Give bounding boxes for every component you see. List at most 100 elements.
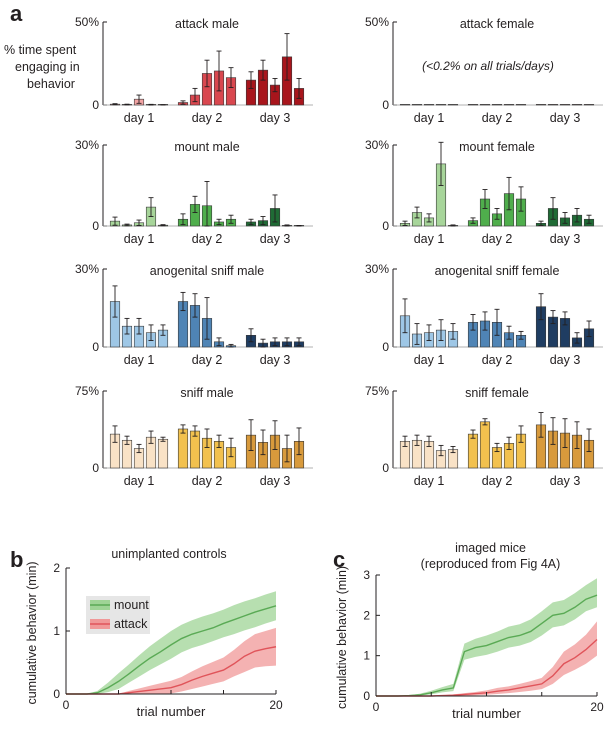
bar: [479, 104, 491, 106]
day-label: day 3: [550, 111, 581, 125]
day-label: day 2: [192, 111, 223, 125]
y-axis-label: cumulative behavior (min): [335, 566, 349, 709]
bar-chart-attack-male: 50% 0 attack male day 1 day 2 day 3: [75, 15, 313, 125]
day-label: day 1: [414, 474, 445, 488]
bar: [559, 104, 571, 106]
y-tick-label-max: 75%: [75, 384, 99, 398]
day-label: day 1: [124, 474, 155, 488]
panel-label-a: a: [10, 1, 23, 26]
y-tick-label: 2: [53, 561, 60, 575]
ylabel-a-line2: engaging in: [15, 60, 80, 74]
bar-chart-attack-female: 50% 0 attack female day 1 day 2 day 3: [365, 15, 603, 125]
day-label: day 3: [260, 353, 291, 367]
bar: [177, 428, 189, 469]
bar: [411, 104, 423, 106]
chart-subtitle: (reproduced from Fig 4A): [421, 557, 561, 571]
attack-female-note: (<0.2% on all trials/days): [422, 59, 554, 73]
chart-title: anogenital sniff male: [150, 264, 264, 278]
day-label: day 1: [124, 111, 155, 125]
day-label: day 1: [124, 353, 155, 367]
chart-title: unimplanted controls: [111, 547, 226, 561]
day-label: day 1: [414, 353, 445, 367]
y-tick-label-max: 30%: [75, 138, 99, 152]
y-axis-label: cumulative behavior (min): [25, 561, 39, 704]
x-tick-label: 20: [269, 698, 283, 712]
bar: [491, 104, 503, 106]
y-tick-label-max: 75%: [365, 384, 389, 398]
chart-title: mount female: [459, 140, 535, 154]
y-tick-label: 0: [53, 687, 60, 701]
bar-chart-mount-female: 30% 0 mount female day 1 day 2 day 3: [365, 138, 603, 246]
bar-chart-sniff-female: 75% 0 sniff female day 1 day 2 day 3: [365, 384, 603, 488]
x-tick-label: 20: [590, 700, 604, 714]
day-label: day 1: [124, 232, 155, 246]
y-tick-label-max: 50%: [365, 15, 389, 29]
day-label: day 2: [192, 474, 223, 488]
y-tick-label-zero: 0: [382, 219, 389, 233]
legend-label: mount: [114, 598, 149, 612]
y-tick-label-zero: 0: [92, 461, 99, 475]
chart-title: sniff male: [180, 386, 233, 400]
chart-title: attack female: [460, 17, 534, 31]
bar: [535, 104, 547, 106]
mount-line: [66, 605, 277, 695]
day-label: day 3: [550, 353, 581, 367]
chart-title: mount male: [174, 140, 239, 154]
bar-chart-sniff-male: 75% 0 sniff male day 1 day 2 day 3: [75, 384, 313, 488]
panel-label-c: c: [333, 547, 345, 572]
chart-title: sniff female: [465, 386, 529, 400]
attack-band: [66, 627, 276, 694]
bar: [583, 104, 595, 106]
bar: [515, 104, 527, 106]
day-label: day 3: [260, 111, 291, 125]
ylabel-a-line3: behavior: [27, 77, 75, 91]
x-tick-label: 0: [373, 700, 380, 714]
y-tick-label: 1: [53, 624, 60, 638]
day-label: day 1: [414, 111, 445, 125]
bar: [447, 104, 459, 106]
chart-title: anogenital sniff female: [435, 264, 560, 278]
y-tick-label-max: 50%: [75, 15, 99, 29]
legend: mount attack: [86, 596, 150, 634]
bar: [503, 104, 515, 106]
y-tick-label-zero: 0: [382, 98, 389, 112]
line-chart-imaged-mice: imaged mice (reproduced from Fig 4A) 0 1 2 3 0…: [335, 541, 604, 721]
x-axis-label: trial number: [452, 706, 521, 721]
day-label: day 3: [550, 232, 581, 246]
day-label: day 3: [550, 474, 581, 488]
day-label: day 2: [482, 232, 513, 246]
y-tick-label-zero: 0: [92, 219, 99, 233]
day-label: day 3: [260, 474, 291, 488]
bar: [571, 104, 583, 106]
y-tick-label: 1: [363, 649, 370, 663]
x-tick-label: 0: [63, 698, 70, 712]
bar: [467, 104, 479, 106]
attack-band: [376, 621, 597, 696]
bar: [423, 104, 435, 106]
y-tick-label: 3: [363, 568, 370, 582]
bar-chart-mount-male: 30% 0 mount male day 1 day 2 day 3: [75, 138, 313, 246]
y-tick-label: 2: [363, 608, 370, 622]
day-label: day 3: [260, 232, 291, 246]
day-label: day 2: [192, 232, 223, 246]
legend-label: attack: [114, 617, 148, 631]
y-tick-label: 0: [363, 689, 370, 703]
chart-title: attack male: [175, 17, 239, 31]
x-axis-label: trial number: [137, 704, 206, 719]
mount-band: [66, 591, 276, 694]
y-tick-label-max: 30%: [75, 262, 99, 276]
day-label: day 2: [482, 474, 513, 488]
bar: [157, 438, 169, 469]
day-label: day 2: [482, 111, 513, 125]
bar: [479, 421, 491, 469]
y-tick-label-max: 30%: [365, 262, 389, 276]
y-tick-label-max: 30%: [365, 138, 389, 152]
mount-band: [376, 578, 597, 696]
day-label: day 1: [414, 232, 445, 246]
bar-charts: 50% 0 attack male day 1 day 2 day 3 50% 0 attack…: [75, 15, 603, 488]
y-tick-label-zero: 0: [382, 340, 389, 354]
bar: [467, 433, 479, 469]
